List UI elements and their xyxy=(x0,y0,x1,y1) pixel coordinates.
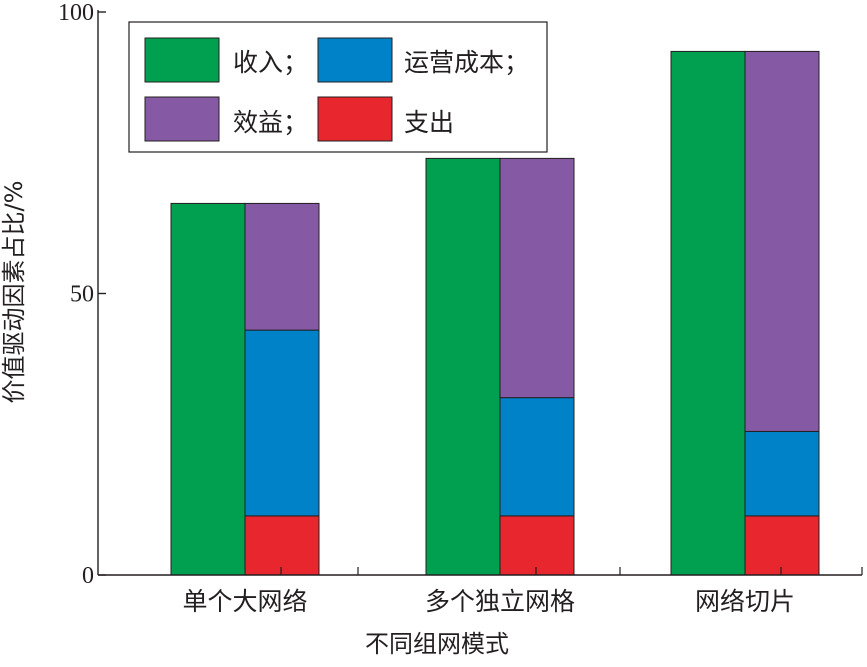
bar-benefit xyxy=(744,50,820,432)
x-ticks: 单个大网络 多个独立网格 网络切片 xyxy=(182,567,863,616)
legend-entries: 收入； 运营成本； 效益； 支出 xyxy=(144,37,529,142)
legend-label: 支出 xyxy=(404,108,454,137)
bar-income xyxy=(670,50,746,576)
x-tick-label: 网络切片 xyxy=(695,587,795,616)
legend-label: 效益； xyxy=(233,108,308,137)
legend-swatch-expense xyxy=(317,96,393,142)
bar-expense xyxy=(744,515,820,576)
y-ticks: 0 50 100 xyxy=(58,0,106,589)
bar-expense xyxy=(244,515,320,576)
y-tick-label: 100 xyxy=(58,0,94,26)
bar-expense xyxy=(499,515,575,576)
y-axis-title: 价值驱动因素占比/% xyxy=(0,181,28,404)
legend: 收入； 运营成本； 效益； 支出 xyxy=(128,21,548,153)
x-axis-title: 不同组网模式 xyxy=(365,630,509,658)
bars-layer xyxy=(170,50,820,576)
bar-income xyxy=(425,157,501,576)
bar-operating-cost xyxy=(744,430,820,517)
x-tick-label: 多个独立网格 xyxy=(425,587,575,616)
legend-label: 运营成本； xyxy=(404,48,529,77)
bar-benefit xyxy=(499,157,575,399)
bar-operating-cost xyxy=(499,397,575,517)
legend-swatch-benefit xyxy=(144,96,220,142)
x-tick-label: 单个大网络 xyxy=(182,587,307,616)
axes-layer xyxy=(97,10,862,576)
bar-income xyxy=(170,202,246,576)
legend-label: 收入； xyxy=(233,48,308,77)
legend-swatch-operating-cost xyxy=(317,37,393,83)
legend-swatch-income xyxy=(144,37,220,83)
bar-operating-cost xyxy=(244,329,320,517)
bar-benefit xyxy=(244,202,320,331)
y-tick-label: 0 xyxy=(82,563,94,589)
y-tick-label: 50 xyxy=(70,282,94,308)
